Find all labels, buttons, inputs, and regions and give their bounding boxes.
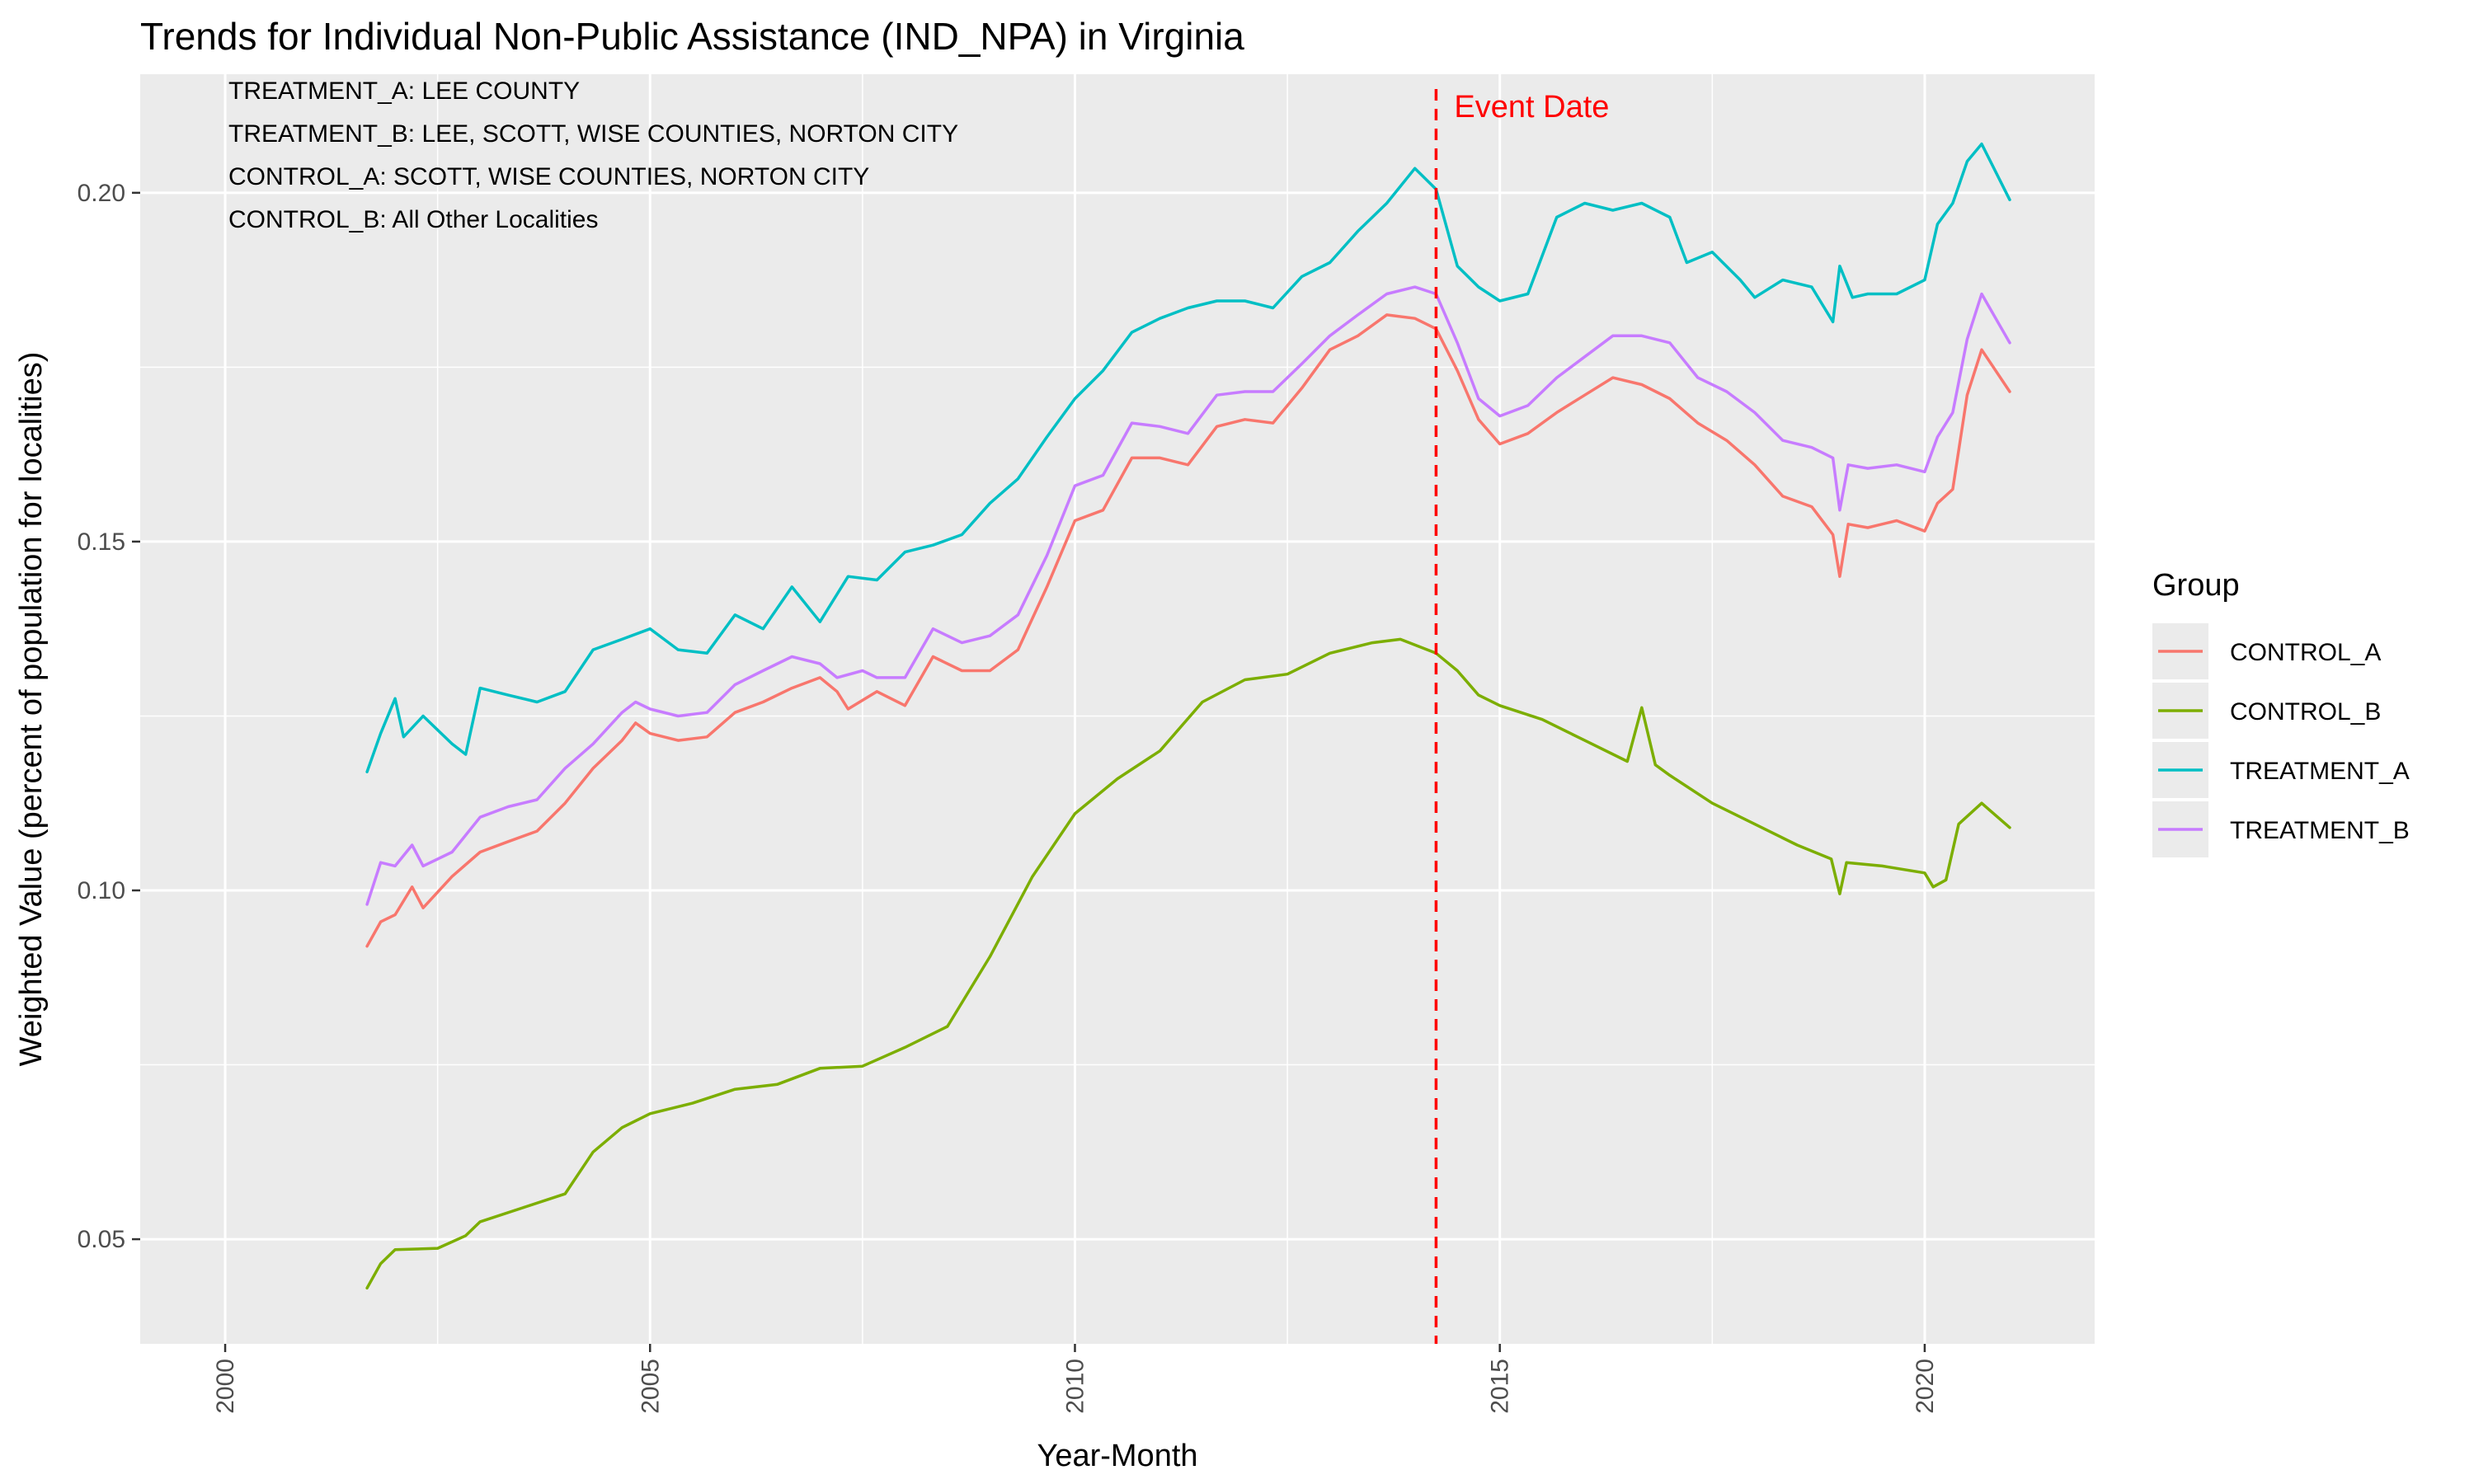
group-definition: CONTROL_B: All Other Localities bbox=[228, 206, 599, 233]
minor-gridlines bbox=[140, 74, 2095, 1344]
series-line-treatment-b bbox=[365, 285, 2011, 906]
group-definition: CONTROL_A: SCOTT, WISE COUNTIES, NORTON … bbox=[228, 163, 869, 190]
legend-label: TREATMENT_A bbox=[2230, 758, 2410, 785]
x-axis: 2000 2005 2010 2015 2020 bbox=[212, 1344, 1939, 1414]
series-lines bbox=[365, 142, 2011, 1290]
group-definition: TREATMENT_B: LEE, SCOTT, WISE COUNTIES, … bbox=[228, 120, 958, 148]
y-axis-title: Weighted Value (percent of population fo… bbox=[14, 352, 49, 1067]
x-tick-label: 2020 bbox=[1912, 1359, 1939, 1414]
group-definitions: TREATMENT_A: LEE COUNTY TREATMENT_B: LEE,… bbox=[228, 77, 958, 233]
x-tick-label: 2000 bbox=[212, 1359, 239, 1414]
group-definition: TREATMENT_A: LEE COUNTY bbox=[228, 77, 580, 105]
series-line-control-b bbox=[365, 637, 2011, 1290]
y-tick-label: 0.10 bbox=[78, 877, 125, 904]
y-tick-label: 0.15 bbox=[78, 528, 125, 556]
legend-item: CONTROL_B bbox=[2152, 683, 2381, 739]
legend-title: Group bbox=[2152, 568, 2240, 603]
event-marker: Event Date bbox=[1434, 89, 1609, 1344]
legend-label: TREATMENT_B bbox=[2230, 817, 2410, 844]
x-tick-label: 2010 bbox=[1061, 1359, 1089, 1414]
legend-item: CONTROL_A bbox=[2152, 623, 2381, 679]
series-line-control-a bbox=[365, 313, 2011, 948]
legend: Group CONTROL_A CONTROL_B TREATMENT_A TREAT… bbox=[2152, 568, 2410, 857]
legend-item: TREATMENT_A bbox=[2152, 742, 2410, 798]
legend-items: CONTROL_A CONTROL_B TREATMENT_A TREATMENT_B bbox=[2152, 623, 2410, 857]
legend-item: TREATMENT_B bbox=[2152, 801, 2410, 857]
x-tick-label: 2015 bbox=[1487, 1359, 1514, 1414]
event-date-label: Event Date bbox=[1454, 90, 1609, 124]
y-tick-label: 0.05 bbox=[78, 1226, 125, 1253]
chart-title: Trends for Individual Non-Public Assista… bbox=[140, 15, 1244, 58]
y-tick-label: 0.20 bbox=[78, 180, 125, 207]
x-axis-title: Year-Month bbox=[1037, 1439, 1197, 1473]
series-line-treatment-a bbox=[365, 142, 2011, 773]
major-gridlines bbox=[140, 74, 2095, 1344]
y-axis: 0.05 0.10 0.15 0.20 bbox=[78, 180, 140, 1253]
legend-label: CONTROL_A bbox=[2230, 639, 2381, 666]
plot-panel bbox=[140, 74, 2095, 1344]
x-tick-label: 2005 bbox=[637, 1359, 664, 1414]
legend-label: CONTROL_B bbox=[2230, 698, 2381, 726]
